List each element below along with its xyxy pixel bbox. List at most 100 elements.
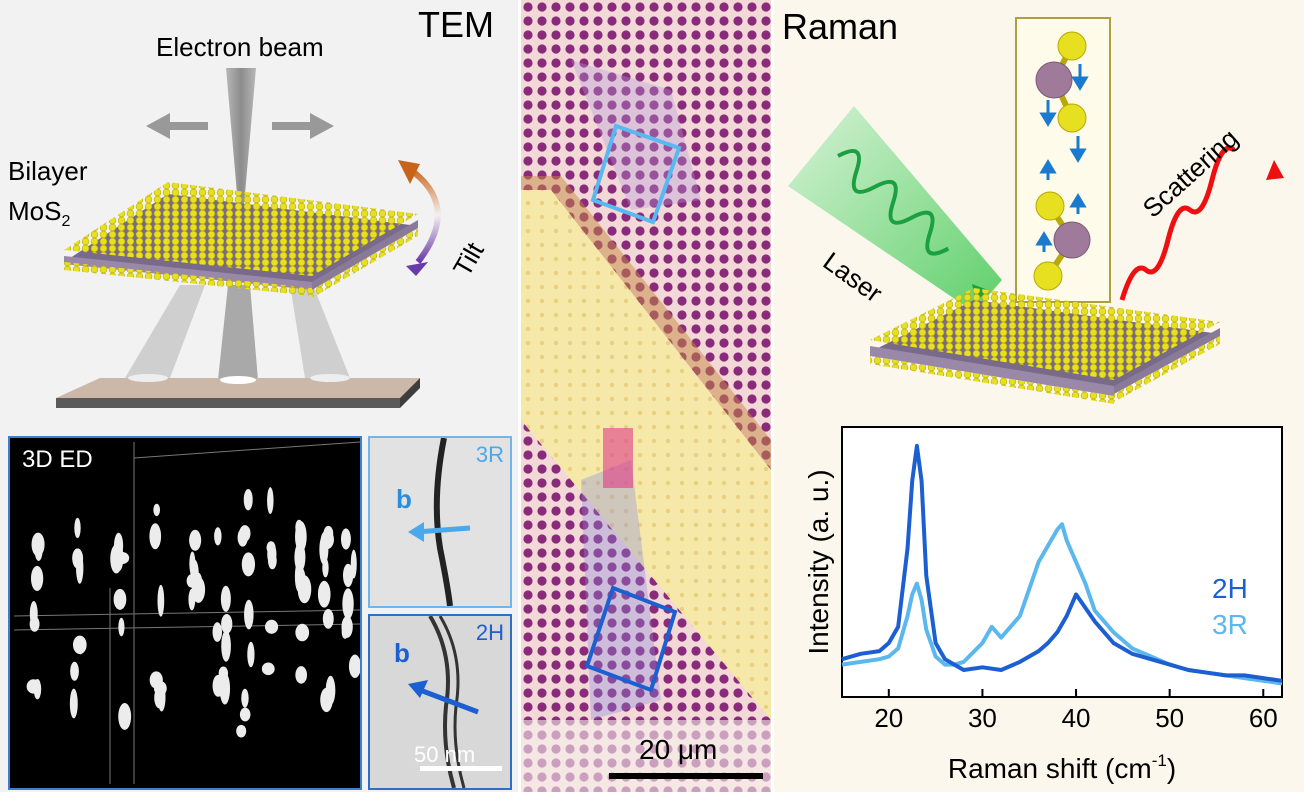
3r-image (408, 438, 471, 606)
laser-wave (837, 149, 950, 256)
diffraction-spot (264, 619, 279, 634)
diffracted-beam-center (218, 285, 258, 380)
2h-region-box (584, 585, 678, 693)
3d-ed-label: 3D ED (22, 446, 93, 473)
diffraction-spot (323, 525, 334, 542)
diffraction-spot (340, 528, 351, 550)
diffraction-spot (70, 661, 79, 681)
raman-schematic (788, 17, 1284, 404)
shift-arrow-left (146, 113, 208, 139)
diffraction-spot (221, 630, 231, 662)
diffraction-spot (322, 609, 334, 629)
shift-arrow-right (272, 113, 334, 139)
diffraction-spot (266, 541, 276, 554)
x-tick-label: 60 (1249, 703, 1278, 733)
diffraction-spot (239, 525, 251, 542)
3r-inset: 3R b (368, 436, 512, 608)
3r-inset-label: 3R (475, 442, 504, 467)
diffraction-spot (74, 517, 81, 539)
tem-title: TEM (418, 4, 494, 45)
optical-micrograph: 20 μm (521, 0, 771, 792)
b-vector-label-3r: b (396, 484, 412, 514)
diffraction-spot (241, 552, 256, 577)
diffraction-spot (244, 599, 254, 630)
diffraction-spot (295, 521, 307, 553)
diffraction-spot (72, 635, 87, 655)
x-tick-label: 40 (1062, 703, 1091, 733)
diffracted-beam-right (290, 285, 350, 378)
diffraction-spot (189, 529, 202, 551)
diffraction-spot (214, 527, 222, 546)
series-line-2h (841, 443, 1283, 683)
scale-bar-label-50nm: 50 nm (414, 742, 476, 767)
diffraction-spot (267, 552, 277, 570)
3d-ed-inset: 3D ED (8, 436, 362, 790)
raman-panel: Raman Laser Scattering 20 30 40 50 60 2H 3R In… (774, 0, 1304, 792)
diffraction-spot (118, 702, 132, 730)
diffraction-spot (189, 551, 196, 576)
x-tick-label: 50 (1155, 703, 1184, 733)
2h-inset-label: 2H (475, 620, 504, 645)
diffraction-spot (219, 672, 231, 705)
scattering-wave (1119, 145, 1236, 301)
y-axis-label: Intensity (a. u.) (803, 469, 834, 654)
tilt-arrow (406, 165, 441, 264)
bilayer-label: Bilayer (8, 156, 88, 186)
raman-spectrum-chart: 20 30 40 50 60 2H 3R Intensity (a. u.) Raman s… (803, 426, 1283, 784)
x-tick-label: 20 (874, 703, 903, 733)
diffraction-spot (243, 489, 253, 511)
diffraction-spot (341, 625, 349, 639)
diffraction-spot (236, 724, 247, 738)
scale-bar-20um (609, 773, 763, 779)
electron-beam-label: Electron beam (156, 32, 324, 62)
diffraction-spot (342, 588, 354, 620)
diffraction-spot (239, 707, 251, 722)
scale-bar-label-20um: 20 μm (639, 734, 718, 765)
2h-image (408, 616, 502, 788)
diffraction-spot (247, 641, 255, 668)
raman-title: Raman (782, 6, 899, 47)
diffraction-spot (220, 585, 231, 612)
3r-region-box (590, 123, 682, 225)
diffraction-spot (33, 678, 42, 700)
mos2-slab-raman (870, 288, 1220, 404)
diffraction-spot (267, 487, 274, 515)
diffraction-spot (320, 687, 333, 713)
diffraction-spot (114, 532, 124, 559)
x-axis-label: Raman shift (cm-1) (948, 751, 1176, 784)
diffraction-spot (343, 563, 354, 588)
mos2-label: MoS2 (8, 196, 71, 231)
diffraction-spot (31, 532, 45, 557)
diffraction-spot (192, 572, 202, 586)
x-tick-label: 30 (968, 703, 997, 733)
diffraction-spot (322, 558, 329, 578)
diffracted-beam-left (125, 285, 205, 378)
2h-inset: 2H b 50 nm (368, 614, 512, 790)
diffraction-spot (295, 666, 308, 684)
diffraction-spot (296, 567, 306, 591)
diffraction-spot (317, 580, 331, 608)
b-vector-label-2h: b (394, 638, 410, 668)
diffraction-spot (221, 613, 233, 634)
diffraction-spot (212, 622, 223, 642)
diffraction-spot (72, 548, 84, 569)
diffraction-spot (350, 549, 357, 579)
diffraction-spot (115, 551, 130, 565)
plot-frame (841, 426, 1283, 698)
tem-panel: TEM Electron beam Bilayer MoS2 Tilt 3D E… (0, 0, 518, 792)
diffraction-spot (153, 503, 161, 517)
3d-ed-render (13, 441, 360, 784)
diffraction-spot (149, 523, 162, 550)
laser-beam (788, 106, 1002, 312)
diffraction-spot (218, 666, 229, 681)
diffraction-spot (30, 565, 44, 592)
diffraction-spot (153, 680, 167, 696)
tem-schematic (56, 68, 441, 408)
diffraction-spot (261, 662, 275, 676)
mos2-unit-cell (1033, 31, 1091, 291)
flake-region (521, 190, 771, 720)
diffraction-spot (69, 688, 78, 719)
diffraction-spot (348, 654, 360, 678)
diffraction-spot (157, 584, 165, 617)
legend-2h: 2H (1212, 573, 1248, 604)
